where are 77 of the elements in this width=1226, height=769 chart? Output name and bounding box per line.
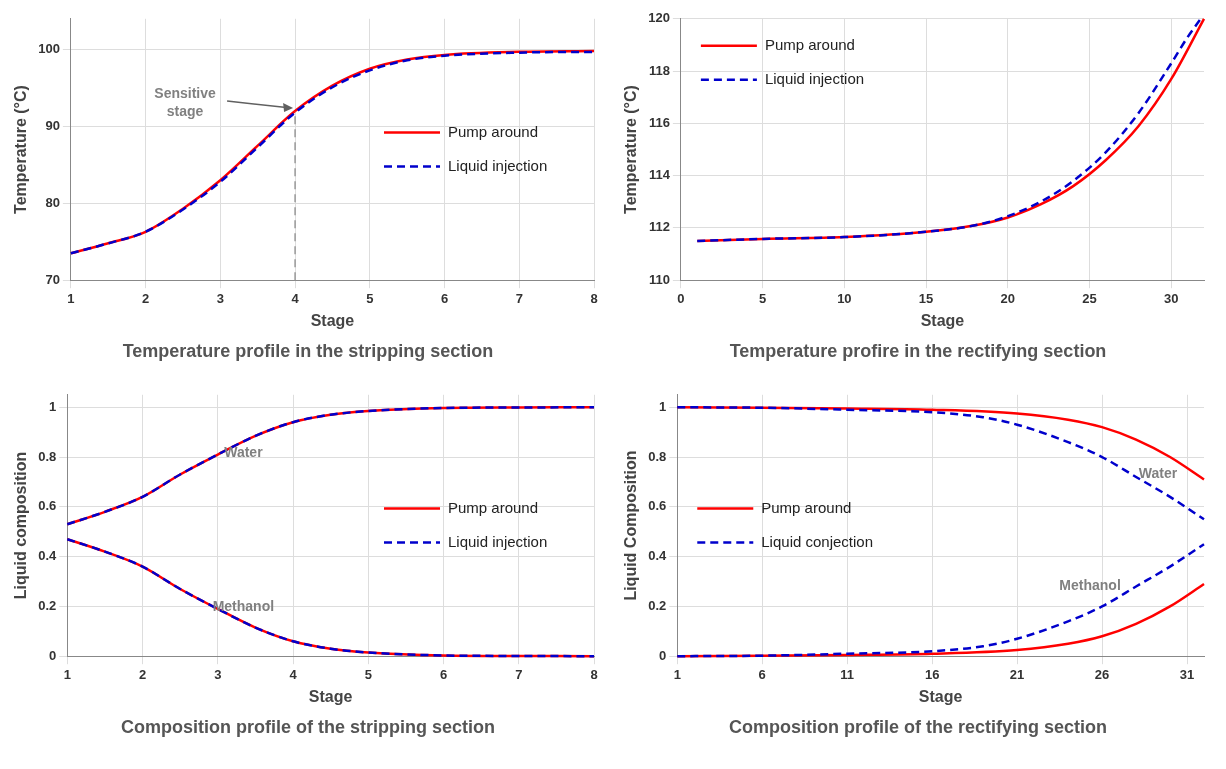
x-tick-label: 7	[515, 290, 523, 306]
x-tick-label: 3	[216, 290, 224, 306]
y-tick-label: 70	[45, 271, 60, 287]
legend-label: Pump around	[764, 35, 855, 53]
legend-label: Pump around	[448, 122, 539, 140]
x-tick-label: 2	[142, 290, 150, 306]
x-tick-label: 7	[515, 666, 523, 682]
y-tick-label: 112	[648, 219, 670, 235]
y-tick-label: 118	[648, 62, 670, 78]
y-tick-label: 100	[38, 41, 60, 57]
y-tick-label: 90	[45, 118, 60, 134]
y-tick-label: 1	[49, 398, 57, 414]
x-tick-label: 1	[673, 666, 681, 682]
y-tick-label: 114	[648, 167, 671, 183]
x-axis-title: Stage	[310, 311, 355, 329]
legend-label: Liquid injection	[448, 532, 548, 550]
x-tick-label: 6	[758, 666, 766, 682]
x-tick-label: 16	[924, 666, 940, 682]
legend-label: Liquid injection	[448, 156, 548, 174]
x-tick-label: 1	[67, 290, 75, 306]
y-tick-label: 116	[648, 114, 670, 130]
x-tick-label: 21	[1009, 666, 1025, 682]
text: Composition profile of the stripping section	[120, 717, 496, 738]
y-axis-title: Liquid Composition	[622, 450, 640, 601]
x-tick-label: 4	[291, 290, 300, 306]
y-tick-label: 0.4	[648, 548, 668, 564]
x-axis-title: Stage	[308, 687, 353, 705]
x-axis-title: Stage	[918, 687, 963, 705]
x-tick-label: 26	[1094, 666, 1110, 682]
y-axis-title: Liquid composition	[12, 451, 30, 600]
y-tick-label: 0.8	[38, 448, 57, 464]
x-tick-label: 15	[918, 290, 934, 306]
x-tick-label: 6	[439, 666, 448, 682]
annotation: Water	[1138, 464, 1178, 481]
y-tick-label: 80	[45, 194, 60, 210]
y-tick-label: 0.8	[648, 448, 667, 464]
y-tick-label: 0	[49, 647, 57, 663]
y-tick-label: 1	[659, 398, 667, 414]
legend-label: Liquid injection	[764, 69, 865, 87]
x-tick-label: 2	[138, 666, 147, 682]
x-tick-label: 20	[1000, 290, 1016, 306]
x-tick-label: 25	[1082, 290, 1097, 306]
x-tick-label: 8	[590, 666, 598, 682]
annotation: Water	[224, 443, 264, 460]
x-tick-label: 6	[440, 290, 449, 306]
y-tick-label: 0.6	[648, 498, 667, 514]
x-tick-label: 31	[1179, 666, 1195, 682]
x-tick-label: 3	[214, 666, 222, 682]
x-tick-label: 8	[590, 290, 598, 306]
x-tick-label: 30	[1164, 290, 1179, 306]
y-tick-label: 0.2	[38, 597, 57, 613]
y-tick-label: 0.4	[38, 548, 58, 564]
x-axis-title: Stage	[920, 311, 965, 329]
x-tick-label: 0	[677, 290, 685, 306]
annotation: Sensitive stage	[154, 84, 217, 119]
x-tick-label: 5	[364, 666, 372, 682]
text: Composition profile of the rectifying section	[728, 717, 1108, 738]
x-tick-label: 11	[840, 666, 855, 682]
y-tick-label: 110	[648, 271, 670, 287]
legend-label: Pump around	[448, 498, 539, 516]
y-axis-title: Temperature (°C)	[12, 85, 30, 214]
x-tick-label: 4	[289, 666, 298, 682]
annotation: Methanol	[212, 598, 275, 615]
annotation: Methanol	[1059, 577, 1121, 594]
legend-label: Liquid conjection	[761, 532, 874, 550]
x-tick-label: 1	[63, 666, 71, 682]
x-tick-label: 5	[366, 290, 374, 306]
x-tick-label: 5	[759, 290, 767, 306]
y-tick-label: 120	[648, 10, 670, 26]
text: Temperature profile in the stripping section	[121, 341, 495, 362]
y-axis-title: Temperature (°C)	[622, 85, 640, 214]
text: Temperature profire in the rectifying section	[728, 341, 1108, 362]
y-tick-label: 0	[659, 647, 667, 663]
legend-label: Pump around	[761, 498, 852, 516]
y-tick-label: 0.2	[648, 597, 667, 613]
y-tick-label: 0.6	[38, 498, 57, 514]
x-tick-label: 10	[837, 290, 852, 306]
